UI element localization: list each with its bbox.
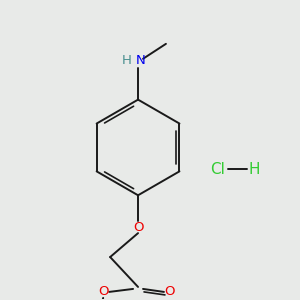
Text: N: N (136, 54, 146, 67)
Text: O: O (98, 285, 108, 298)
Text: H: H (249, 162, 260, 177)
Text: O: O (133, 221, 143, 234)
Text: Cl: Cl (210, 162, 225, 177)
Text: H: H (122, 54, 132, 67)
Text: O: O (165, 285, 175, 298)
